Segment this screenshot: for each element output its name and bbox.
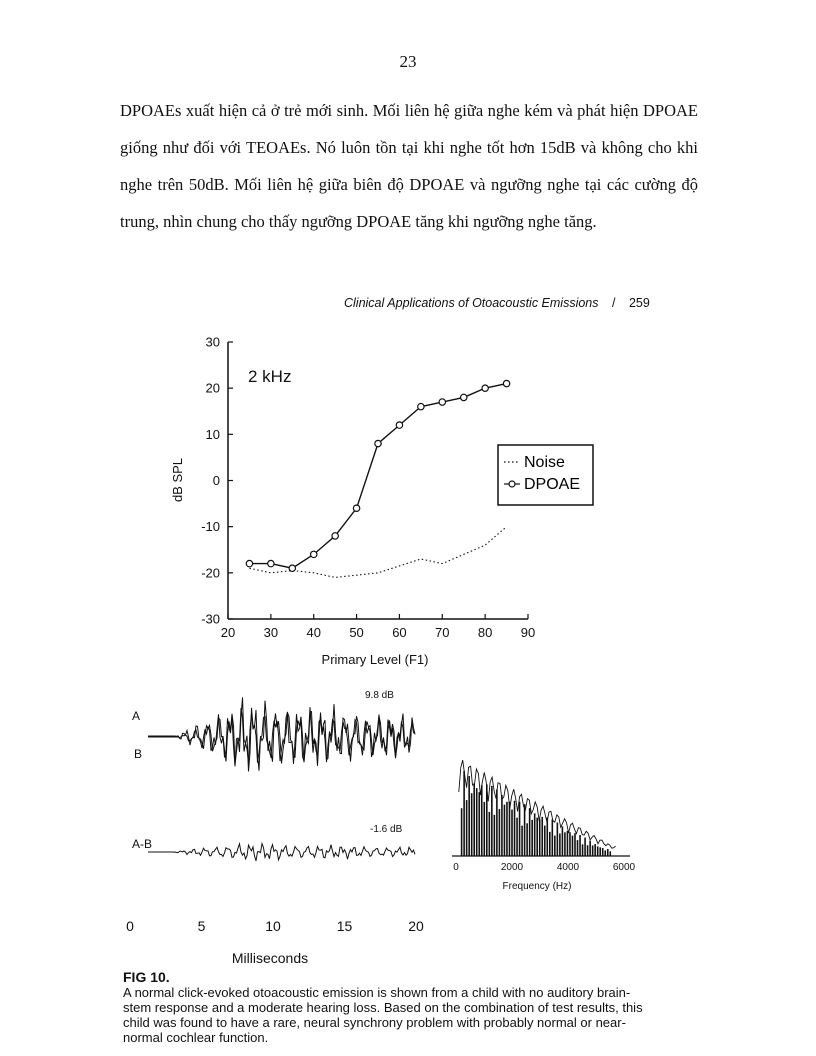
x-tick-label: 80 (478, 625, 492, 640)
figure-caption-text: A normal click-evoked otoacoustic emissi… (123, 985, 643, 1045)
spectrum-x-tick-label: 0 (453, 862, 459, 873)
spectrum-x-tick-label: 6000 (613, 862, 636, 873)
figure-caption: FIG 10. A normal click-evoked otoacousti… (123, 969, 643, 1046)
y-tick-label: 30 (206, 335, 220, 350)
page-number: 23 (399, 52, 417, 71)
dpoae-point (481, 384, 489, 392)
dpoae-point (374, 439, 382, 448)
x-axis: 20 30 40 50 60 70 80 90 (221, 614, 535, 640)
dpoae-point (267, 559, 275, 568)
x-tick-label: 70 (435, 625, 449, 640)
frequency-annotation: 2 kHz (248, 367, 291, 386)
dpoae-point (288, 564, 297, 573)
x-tick-label: 20 (221, 625, 235, 640)
waveform-x-tick-label: 0 (126, 918, 134, 934)
legend-box (497, 444, 594, 506)
y-axis-label: dB SPL (170, 458, 185, 502)
spectrum-x-axis: 0 2000 4000 6000 (453, 862, 635, 873)
dpoae-point (395, 421, 404, 429)
dpoae-point (502, 379, 511, 388)
legend-noise-label: Noise (524, 454, 565, 471)
spectrum-x-axis-label: Frequency (Hz) (503, 881, 572, 892)
dpoae-point (417, 402, 425, 411)
waveform-x-tick-label: 10 (265, 918, 281, 934)
waveform-x-axis: 0 5 10 15 20 (126, 918, 424, 934)
y-tick-label: -20 (201, 565, 220, 580)
x-axis-label: Primary Level (F1) (322, 652, 429, 667)
figure-caption-title: FIG 10. (123, 969, 170, 985)
running-header-separator: / (612, 296, 616, 310)
legend-dpoae-label: DPOAE (524, 476, 580, 493)
plot-area (245, 379, 511, 579)
running-header-page: 259 (628, 296, 650, 310)
spectrum-x-tick-label: 4000 (557, 862, 580, 873)
dpoae-point (438, 398, 447, 406)
body-paragraph: DPOAEs xuất hiện cả ở trẻ mới sinh. Mối … (120, 101, 698, 231)
waveform-x-tick-label: 20 (408, 918, 424, 934)
y-axis: 30 20 10 0 -10 -20 -30 (201, 335, 233, 627)
x-tick-label: 30 (264, 625, 278, 640)
legend-dpoae-swatch-marker (508, 480, 516, 488)
waveform-figure: A B 9.8 dB A-B -1.6 dB 0 5 10 15 20 Millisec… (126, 690, 424, 966)
x-tick-label: 50 (349, 625, 363, 640)
y-tick-label: 0 (213, 473, 220, 488)
trace-ab-level: 9.8 dB (365, 690, 394, 701)
spectrum-x-tick-label: 2000 (501, 862, 524, 873)
series-noise-line (249, 526, 507, 579)
dpoae-point (245, 559, 254, 568)
trace-b-waveform (148, 707, 416, 767)
trace-label-b: B (134, 747, 142, 761)
spectrum-envelope (458, 759, 616, 849)
y-tick-label: -10 (201, 519, 220, 534)
y-tick-label: 20 (206, 381, 220, 396)
x-tick-label: 60 (392, 625, 406, 640)
spectrum-figure: 0 2000 4000 6000 Frequency (Hz) (452, 759, 636, 892)
trace-difference-waveform (148, 841, 416, 862)
dpoae-point (309, 550, 318, 559)
waveform-x-tick-label: 5 (198, 918, 206, 934)
running-header-title: Clinical Applications of Otoacoustic Emi… (344, 296, 599, 310)
trace-label-a: A (132, 709, 140, 723)
running-header: Clinical Applications of Otoacoustic Emi… (344, 296, 650, 310)
dpoae-point (331, 532, 339, 540)
trace-diff-level: -1.6 dB (370, 824, 403, 835)
dpoae-point (459, 393, 468, 402)
y-tick-label: 10 (206, 427, 220, 442)
y-tick-label: -30 (201, 612, 220, 627)
waveform-x-tick-label: 15 (337, 918, 353, 934)
waveform-x-axis-label: Milliseconds (232, 950, 308, 966)
x-tick-label: 40 (306, 625, 320, 640)
trace-label-a-minus-b: A-B (132, 837, 152, 851)
series-dpoae-line (249, 382, 507, 569)
spectrum-bars (458, 759, 616, 856)
legend: Noise DPOAE (497, 444, 594, 506)
dpoae-point (352, 504, 361, 513)
x-tick-label: 90 (521, 625, 535, 640)
